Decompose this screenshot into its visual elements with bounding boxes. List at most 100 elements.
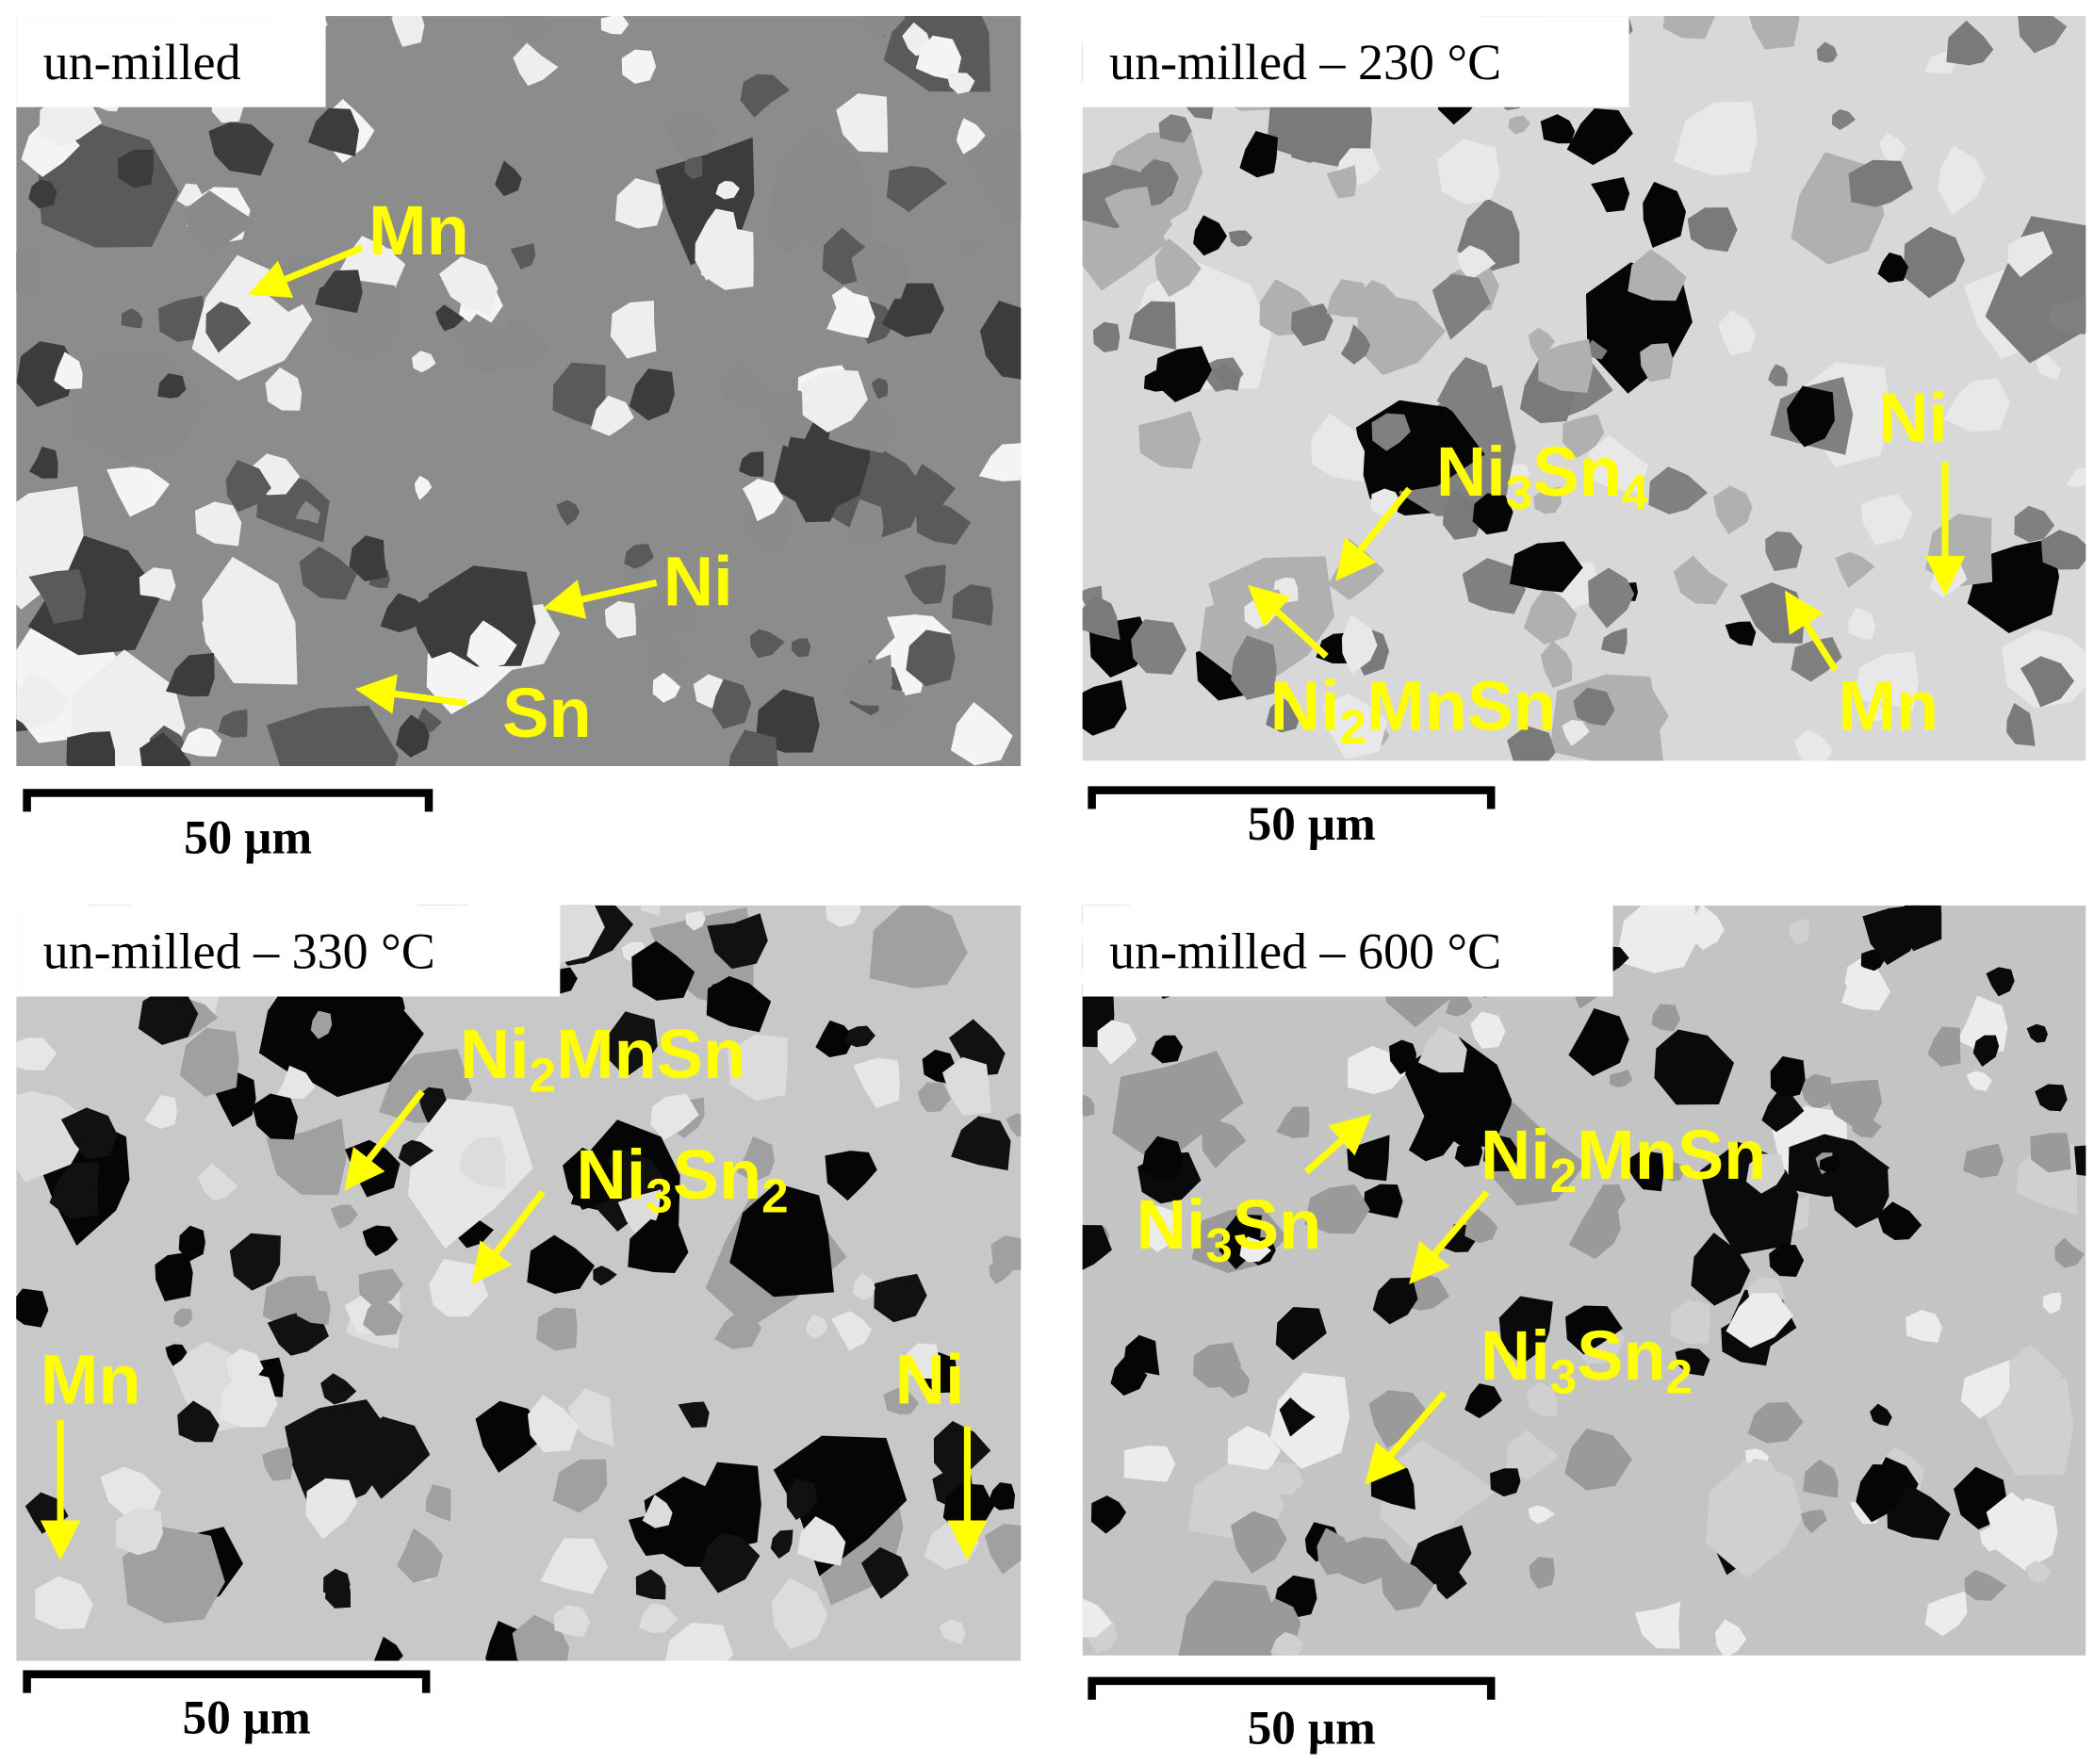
- grain: [567, 1388, 614, 1447]
- grain: [1528, 327, 1556, 359]
- grain: [652, 672, 681, 703]
- grain: [1110, 1356, 1148, 1396]
- grain: [1964, 1570, 2007, 1601]
- grain: [194, 501, 242, 547]
- grain: [1239, 1236, 1272, 1263]
- grain: [844, 1025, 875, 1048]
- grain: [1588, 434, 1649, 494]
- grain: [1381, 1557, 1434, 1611]
- grain: [1624, 1150, 1664, 1192]
- grain: [2035, 1084, 2068, 1112]
- grain: [883, 1387, 920, 1414]
- grain: [1648, 466, 1709, 514]
- grain: [871, 377, 889, 400]
- label-box: [1082, 16, 1629, 107]
- grain: [604, 600, 636, 639]
- grain: [917, 1082, 952, 1113]
- grain: [1158, 114, 1192, 143]
- grain: [1706, 1457, 1803, 1578]
- label-box: [16, 905, 561, 997]
- grain: [252, 1093, 299, 1140]
- grain: [1431, 273, 1491, 340]
- grain: [600, 16, 630, 35]
- grain: [28, 569, 87, 624]
- grain: [1960, 1360, 2010, 1419]
- grain: [1800, 1510, 1827, 1534]
- arrow: [1335, 486, 1413, 581]
- scale-bar-label: 50 µm: [183, 1690, 311, 1744]
- grain: [739, 451, 764, 478]
- annotation: Ni2MnSn: [1270, 667, 1557, 754]
- grain: [179, 1027, 239, 1097]
- grain: [1228, 230, 1253, 247]
- grain: [740, 74, 791, 118]
- grain: [806, 1315, 828, 1339]
- grain: [1006, 1113, 1022, 1137]
- grain: [180, 727, 222, 757]
- grain: [208, 122, 274, 176]
- scale-bar: [23, 1670, 431, 1693]
- grain: [1876, 1201, 1922, 1240]
- grain: [831, 286, 864, 318]
- grain: [1482, 1134, 1522, 1172]
- grain: [498, 318, 548, 369]
- grain: [1262, 1462, 1304, 1495]
- grain: [16, 1288, 49, 1328]
- scale-bar-label: 50 µm: [1248, 797, 1376, 851]
- grain: [362, 1298, 403, 1336]
- grain: [966, 127, 1022, 227]
- grain: [1363, 1184, 1403, 1218]
- micrograph: [16, 905, 1022, 1661]
- grain: [1800, 1073, 1832, 1110]
- grain: [650, 1094, 699, 1140]
- grain: [1340, 323, 1371, 365]
- grain: [1566, 107, 1633, 166]
- grain: [2026, 1023, 2048, 1043]
- grain: [229, 1233, 281, 1291]
- grain: [117, 149, 155, 188]
- grain: [49, 1162, 100, 1219]
- grain: [979, 300, 1022, 380]
- grain: [218, 709, 248, 738]
- grain: [684, 154, 703, 180]
- grain: [16, 249, 43, 298]
- grain: [391, 16, 425, 47]
- grain: [28, 179, 57, 209]
- grain: [1389, 1039, 1417, 1075]
- grain: [2006, 702, 2036, 746]
- grain: [642, 1494, 673, 1528]
- annotation: Mn: [368, 191, 469, 270]
- grain: [1562, 414, 1605, 459]
- grain: [792, 638, 811, 658]
- grain: [712, 678, 752, 729]
- grain: [1290, 302, 1333, 347]
- grain: [1573, 687, 1615, 727]
- arrow: [248, 244, 364, 299]
- grain: [906, 629, 956, 687]
- grain: [552, 362, 606, 431]
- arrow: [543, 579, 658, 619]
- grain: [1193, 1342, 1242, 1389]
- grain: [1841, 965, 1890, 1011]
- grain: [801, 369, 868, 433]
- grain: [933, 1420, 991, 1484]
- grain: [197, 1163, 238, 1201]
- panel-label: un-milled: [43, 34, 241, 90]
- grain: [1178, 1580, 1283, 1656]
- grain: [1802, 1459, 1839, 1498]
- grain: [869, 905, 968, 988]
- grain: [1587, 567, 1635, 629]
- scale-bar-label: 50 µm: [184, 810, 312, 864]
- arrow: [344, 1089, 425, 1191]
- grain: [640, 905, 662, 916]
- micrograph-panel: un-milled Mn Ni Sn 50 µm: [16, 16, 1022, 864]
- grain: [874, 1273, 927, 1323]
- grain: [1341, 613, 1378, 675]
- grain: [877, 687, 909, 729]
- grain: [1082, 1224, 1112, 1270]
- grain: [853, 1272, 875, 1301]
- grain: [2054, 1237, 2085, 1268]
- grain: [2036, 353, 2062, 380]
- grain: [1972, 1035, 2000, 1068]
- grain: [1742, 1458, 1779, 1496]
